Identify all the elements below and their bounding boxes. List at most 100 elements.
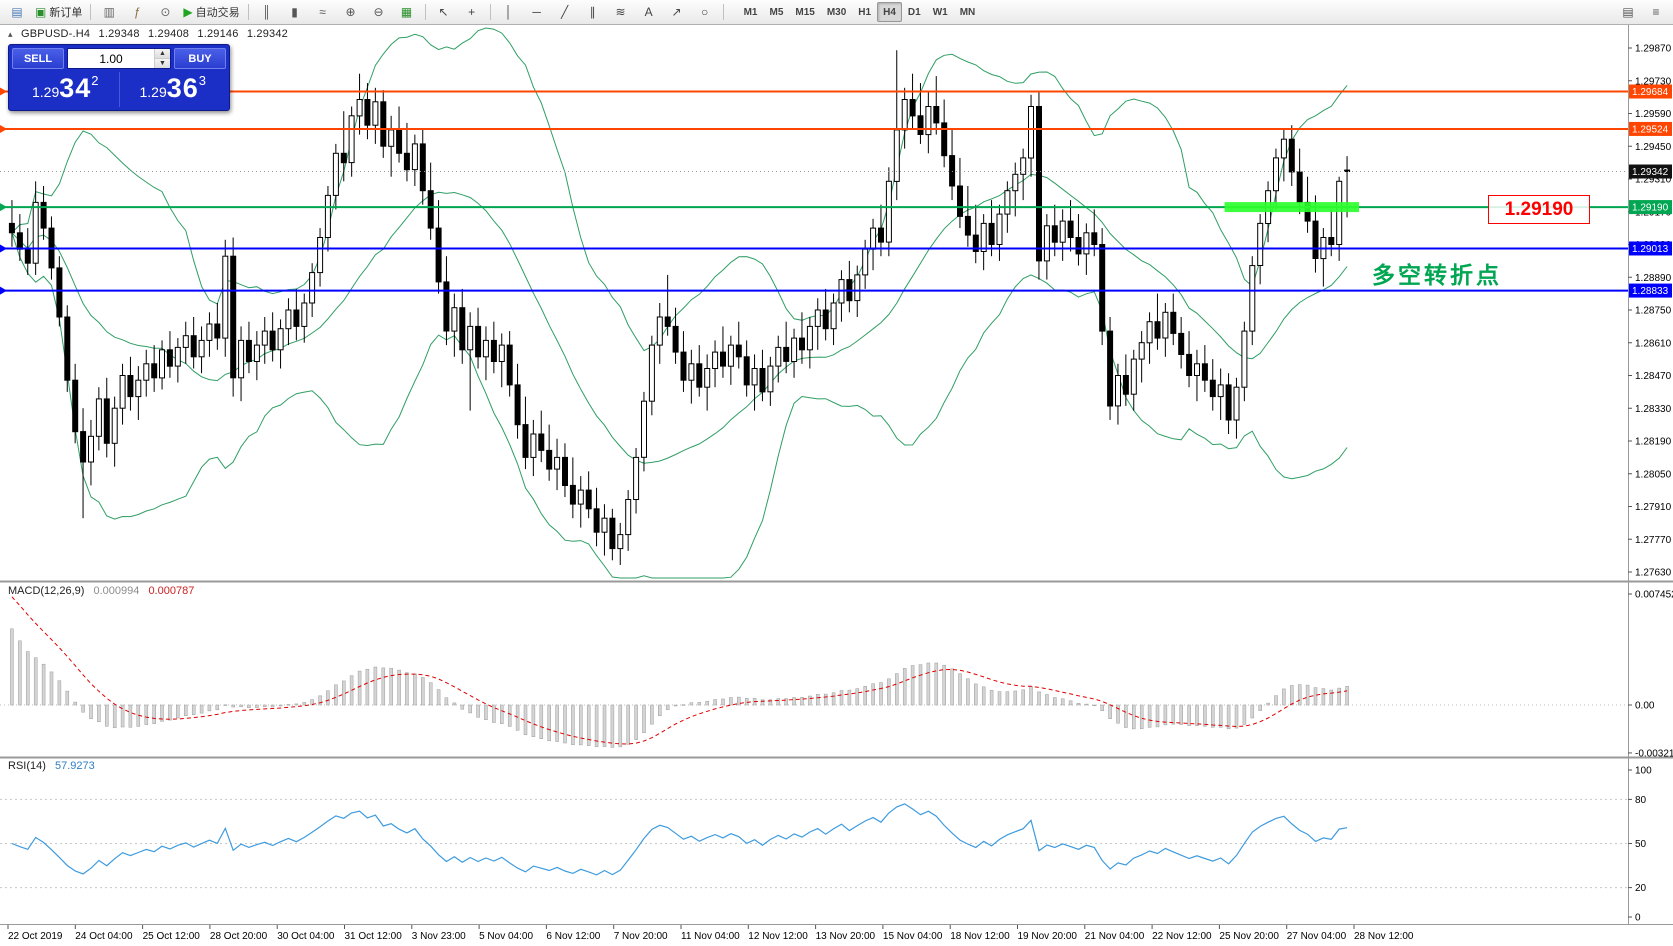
macd-histogram-bar xyxy=(1321,688,1326,706)
candle-body xyxy=(64,316,71,381)
candle-body xyxy=(16,232,23,250)
vertical-line-icon[interactable]: │ xyxy=(495,1,523,23)
candle-body xyxy=(459,307,466,351)
candle-body xyxy=(1296,171,1303,203)
price-tag xyxy=(1629,164,1672,179)
volume-up-icon[interactable]: ▲ xyxy=(155,49,170,59)
macd-histogram-bar xyxy=(1203,704,1207,727)
buy-button[interactable]: BUY xyxy=(174,48,226,69)
toolbar-separator xyxy=(90,4,92,20)
trendline-icon[interactable]: ╱ xyxy=(551,1,579,23)
candlestick-chart-icon[interactable]: ▮ xyxy=(281,1,309,23)
macd-histogram-bar xyxy=(602,704,607,747)
time-axis-label: 24 Oct 04:00 xyxy=(75,931,133,942)
turning-point-annotation[interactable]: 多空转折点 xyxy=(1372,262,1502,288)
rsi-value: 57.9273 xyxy=(54,760,95,772)
timeframe-button-w1[interactable]: W1 xyxy=(932,6,948,18)
candle-body xyxy=(238,339,245,379)
toolbar-separator xyxy=(489,4,491,20)
candle-body xyxy=(941,122,948,157)
macd-axis-label: 0.00 xyxy=(1635,701,1655,712)
volume-down-icon[interactable]: ▼ xyxy=(155,59,170,68)
shapes-icon[interactable]: ○ xyxy=(691,1,719,23)
buy-price[interactable]: 1.29363 xyxy=(118,72,227,107)
text-icon[interactable]: A xyxy=(635,1,663,23)
arrow-tool-icon[interactable]: ↗ xyxy=(663,1,691,23)
price-axis-label: 1.28330 xyxy=(1635,404,1672,415)
macd-histogram-bar xyxy=(934,662,939,706)
timeframe-button-m1[interactable]: M1 xyxy=(743,6,758,18)
cursor-icon[interactable]: ↖ xyxy=(430,1,458,23)
highlight-band[interactable] xyxy=(1224,202,1359,213)
volume-box: ▲ ▼ xyxy=(67,48,171,69)
autotrading-button[interactable]: ▶ 自动交易 xyxy=(179,1,243,23)
candle-body xyxy=(799,337,805,351)
macd-histogram-bar xyxy=(49,671,54,706)
macd-histogram-bar xyxy=(1337,687,1341,706)
price-tag xyxy=(1629,283,1672,298)
zoom-out-icon[interactable]: ⊖ xyxy=(365,1,393,23)
candle-body xyxy=(143,363,150,381)
price-tag xyxy=(1629,84,1672,99)
macd-histogram-bar xyxy=(18,640,22,706)
candle-body xyxy=(735,344,742,358)
channel-icon[interactable]: ∥ xyxy=(579,1,607,23)
macd-histogram-bar xyxy=(974,683,978,706)
macd-histogram-bar xyxy=(294,703,299,706)
timeframe-button-h4[interactable]: H4 xyxy=(877,2,902,22)
line-chart-icon[interactable]: ≈ xyxy=(309,1,337,23)
candle-body xyxy=(806,325,813,351)
sell-button[interactable]: SELL xyxy=(12,48,64,69)
level-price-box[interactable]: 1.29190 xyxy=(1488,195,1590,224)
macd-histogram-bar xyxy=(97,704,101,723)
hline-left-marker xyxy=(0,286,7,295)
macd-histogram-bar xyxy=(831,692,836,706)
chart-collapse-icon[interactable]: ▴ xyxy=(8,29,13,39)
macd-histogram-bar xyxy=(1068,700,1073,706)
new-chart-icon[interactable]: ▤ xyxy=(3,1,31,23)
candle-body xyxy=(727,344,734,367)
rsi-axis-label: 50 xyxy=(1635,839,1647,850)
fibonacci-icon[interactable]: ≋ xyxy=(607,1,635,23)
timeframe-button-h1[interactable]: H1 xyxy=(858,6,872,18)
zoom-in-icon[interactable]: ⊕ xyxy=(337,1,365,23)
bar-chart-icon[interactable]: ║ xyxy=(253,1,281,23)
candle-body xyxy=(1312,220,1319,260)
volume-input[interactable] xyxy=(68,49,154,68)
tile-windows-icon[interactable]: ▦ xyxy=(393,1,421,23)
sell-price[interactable]: 1.29342 xyxy=(12,72,119,107)
macd-histogram-bar xyxy=(792,697,796,706)
tile-windows-icon: ▦ xyxy=(400,5,413,19)
candle-body xyxy=(672,325,679,353)
candle-body xyxy=(1051,225,1058,243)
horizontal-line-icon[interactable]: ─ xyxy=(523,1,551,23)
macd-histogram-bar xyxy=(721,698,725,706)
macd-histogram-bar xyxy=(73,701,77,706)
time-axis-label: 28 Nov 12:00 xyxy=(1354,931,1414,942)
vertical-line-icon: │ xyxy=(504,5,513,19)
periods-icon[interactable]: ⊙ xyxy=(151,1,179,23)
candle-body xyxy=(1099,244,1106,332)
candle-body xyxy=(1194,363,1200,376)
crosshair-icon[interactable]: + xyxy=(458,1,486,23)
macd-histogram-bar xyxy=(744,698,749,706)
bollinger-lower-band xyxy=(11,232,1348,579)
text-icon: A xyxy=(644,5,653,19)
time-axis-label: 25 Oct 12:00 xyxy=(143,931,201,942)
candle-body xyxy=(775,346,782,367)
candle-body xyxy=(324,194,331,238)
rsi-axis-label: 100 xyxy=(1635,766,1652,777)
new-order-button[interactable]: ▣ 新订单 xyxy=(31,1,86,23)
profiles-icon[interactable]: ▥ xyxy=(95,1,123,23)
timeframe-button-m5[interactable]: M5 xyxy=(769,6,784,18)
docking-button[interactable]: ≡ xyxy=(1642,1,1670,23)
timeframe-button-d1[interactable]: D1 xyxy=(907,6,921,18)
timeframe-button-m15[interactable]: M15 xyxy=(795,6,815,18)
chart-window-button[interactable]: ▤ xyxy=(1614,1,1642,23)
indicators-icon[interactable]: ƒ xyxy=(123,1,151,23)
candle-body xyxy=(261,330,268,346)
timeframe-button-m30[interactable]: M30 xyxy=(826,6,847,18)
timeframe-button-mn[interactable]: MN xyxy=(959,6,976,18)
candle-body xyxy=(222,255,229,339)
